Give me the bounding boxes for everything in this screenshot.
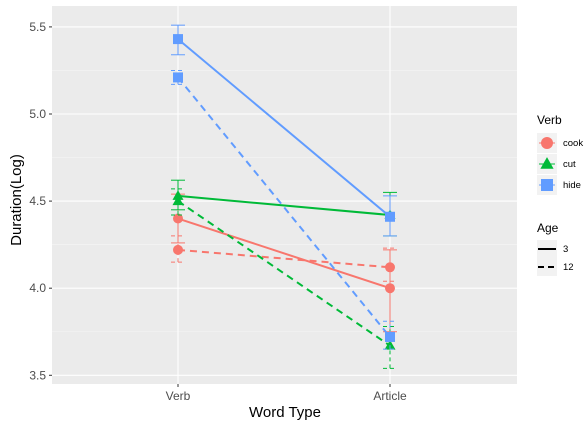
y-tick-label: 5.0 — [29, 107, 46, 121]
data-point — [172, 195, 184, 206]
y-axis-title: Duration(Log) — [8, 154, 25, 246]
series-hide-age-12 — [171, 69, 397, 350]
legend-label: cut — [563, 159, 576, 170]
y-tick-label: 5.5 — [29, 20, 46, 34]
series-cut-age-12 — [171, 188, 397, 369]
data-point — [173, 213, 183, 224]
data-point — [385, 331, 395, 342]
x-tick-label: Article — [373, 389, 407, 403]
legend-item-hide: hide — [537, 175, 581, 195]
series-hide-age-3 — [171, 24, 397, 237]
series-line — [177, 38, 391, 218]
x-axis-title: Word Type — [249, 404, 321, 421]
data-point — [385, 283, 395, 294]
series-line — [177, 76, 391, 338]
legend-label: 12 — [563, 262, 574, 273]
data-point — [173, 34, 183, 45]
legend-key-symbol — [540, 157, 554, 169]
data-point — [385, 211, 395, 222]
axes: Word Type Duration(Log) 3.5 4.0 4.5 5.0 5.5 V… — [8, 20, 407, 421]
series-cook-age-12 — [171, 235, 397, 282]
y-tick-label: 4.0 — [29, 281, 46, 295]
panel-background — [52, 6, 517, 384]
legend-key-symbol — [541, 137, 553, 149]
legend-item-cook: cook — [537, 133, 583, 153]
legend-label: cook — [563, 138, 583, 149]
legend-title-verb: Verb — [537, 113, 562, 127]
data-point — [384, 339, 396, 350]
legend-label: 3 — [563, 244, 568, 255]
data-point — [172, 190, 184, 200]
y-tick-label: 3.5 — [29, 368, 46, 382]
legend-item-age-3: 3 — [537, 240, 568, 258]
data-point — [173, 72, 183, 83]
data-point — [385, 262, 395, 273]
legend-item-cut: cut — [537, 154, 576, 174]
legend-key-symbol — [541, 179, 553, 191]
legend-label: hide — [563, 180, 581, 191]
series-line — [177, 194, 391, 217]
legend-item-age-12: 12 — [537, 258, 574, 276]
chart-marks — [171, 24, 397, 369]
series-line — [177, 200, 391, 347]
plot-panel — [52, 6, 517, 384]
legend: Verb Age cook cut hide 3 12 — [537, 113, 583, 276]
y-tick-label: 4.5 — [29, 194, 46, 208]
legend-title-age: Age — [537, 221, 559, 235]
series-line — [177, 217, 391, 290]
x-tick-label: Verb — [166, 389, 191, 403]
data-point — [173, 244, 183, 255]
legend-key-background — [537, 258, 557, 276]
